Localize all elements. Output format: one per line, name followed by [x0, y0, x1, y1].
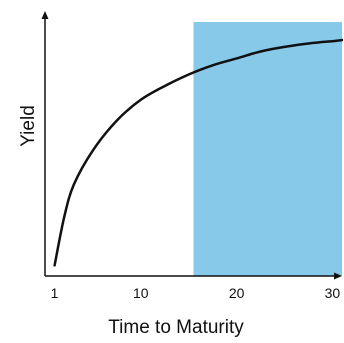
x-tick-labels: 1 10 20 30 — [51, 285, 341, 301]
axes — [41, 11, 342, 280]
y-axis-title: Yield — [18, 105, 39, 147]
shaded-region — [193, 22, 342, 276]
x-axis-arrow — [334, 272, 342, 280]
x-axis-title: Time to Maturity — [108, 317, 244, 338]
x-tick-label: 20 — [229, 285, 245, 301]
x-tick-label: 10 — [133, 285, 149, 301]
y-axis-arrow — [41, 11, 49, 19]
shaded-region-layer — [193, 22, 342, 276]
x-tick-label: 1 — [51, 285, 59, 301]
series-layer — [53, 38, 344, 267]
x-tick-label: 30 — [325, 285, 341, 301]
yield-curve-line — [53, 38, 344, 267]
